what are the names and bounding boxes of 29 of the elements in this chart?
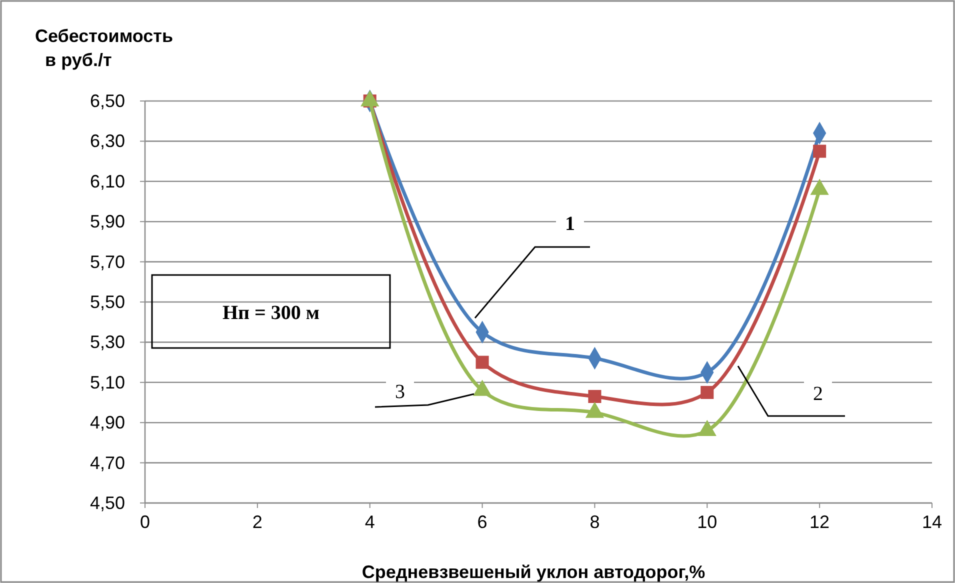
y-tick-label: 5,50 — [90, 292, 125, 312]
y-tick-label: 4,50 — [90, 493, 125, 513]
text: 3 — [395, 381, 405, 403]
x-axis-title: Средневзвешеный уклон автодорог,% — [362, 562, 706, 582]
point — [476, 356, 489, 369]
y-tick-label: 4,70 — [90, 452, 125, 473]
x-tick-label: 8 — [590, 512, 600, 532]
x-tick-label: 6 — [477, 512, 488, 532]
x-tick-label: 10 — [697, 512, 718, 532]
x-tick-label: 12 — [810, 512, 830, 532]
y-tick-label: 5,10 — [90, 372, 125, 392]
y-tick-label: 5,30 — [90, 332, 125, 352]
x-tick-label: 2 — [252, 512, 262, 532]
text: 1 — [565, 213, 575, 235]
point — [813, 144, 826, 158]
x-tick-label: 14 — [922, 512, 942, 532]
y-tick-label: 6,50 — [90, 91, 125, 111]
point — [588, 390, 602, 403]
text: 2 — [813, 383, 823, 405]
point — [700, 386, 714, 399]
annotation: Нп = 300 м — [222, 302, 320, 324]
y-axis-title: Себестоимость в руб./т — [35, 26, 174, 70]
y-tick-label: 6,10 — [90, 171, 125, 192]
x-tick-label: 4 — [364, 512, 375, 532]
y-tick-label: 6,30 — [90, 131, 125, 152]
x-tick-label: 0 — [140, 512, 150, 532]
y-tick-label: 5,70 — [90, 252, 125, 272]
y-tick-label: 5,90 — [90, 212, 125, 232]
y-tick-label: 4,90 — [90, 412, 125, 433]
